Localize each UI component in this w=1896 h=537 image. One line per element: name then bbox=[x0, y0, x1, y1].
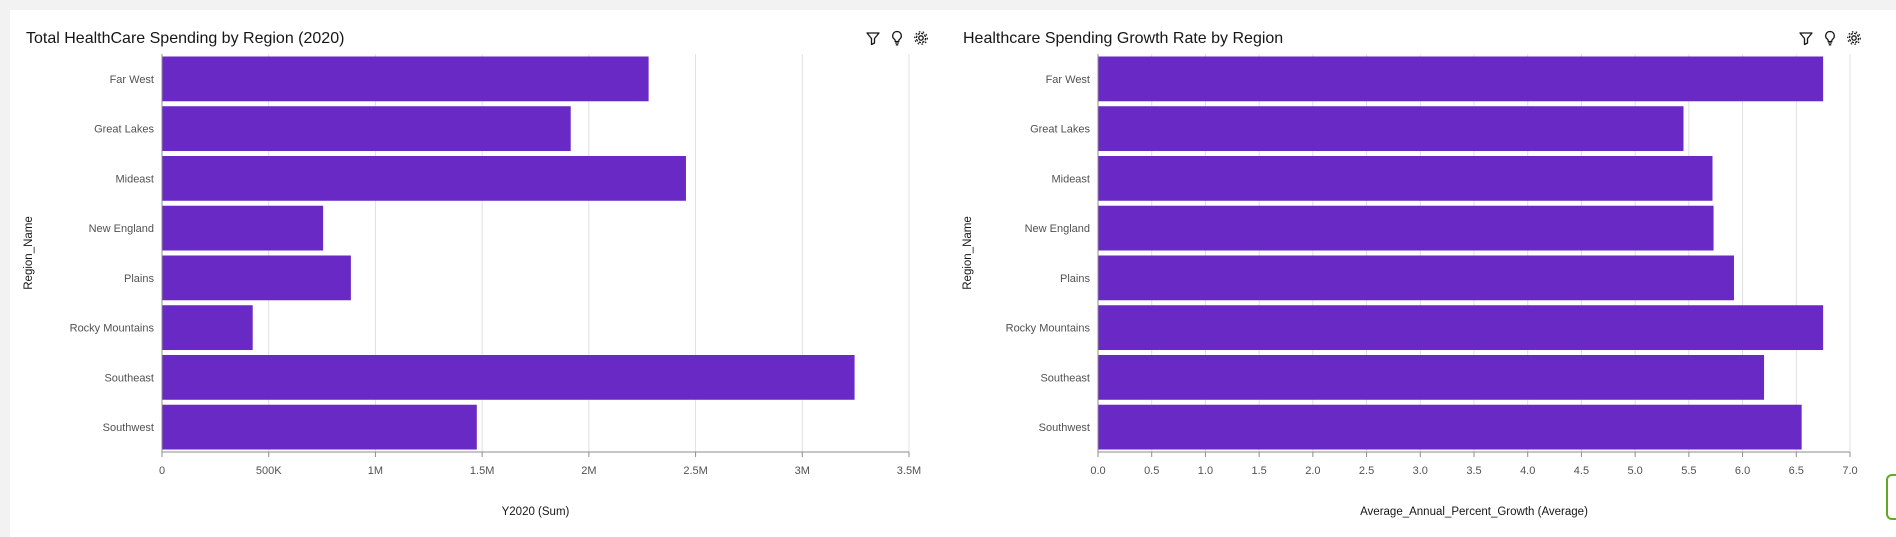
x-tick-label: 2M bbox=[581, 465, 596, 477]
bar[interactable] bbox=[162, 354, 855, 400]
category-label: Far West bbox=[1046, 74, 1090, 86]
bar[interactable] bbox=[1098, 56, 1824, 102]
x-tick-label: 2.5M bbox=[683, 465, 707, 477]
x-tick-label: 3.0 bbox=[1413, 465, 1428, 477]
filter-icon[interactable] bbox=[1798, 30, 1814, 46]
bar-chart: Far West Great Lakes Mideast New England Pla… bbox=[962, 54, 1858, 518]
settings-icon[interactable] bbox=[913, 30, 929, 46]
category-label: Plains bbox=[1060, 273, 1090, 285]
x-axis-title: Average_Annual_Percent_Growth (Average) bbox=[1360, 506, 1588, 518]
x-tick-label: 1M bbox=[368, 465, 383, 477]
x-tick-label: 500K bbox=[256, 465, 282, 477]
bar[interactable] bbox=[1098, 106, 1684, 152]
x-tick-label: 1.0 bbox=[1198, 465, 1213, 477]
x-tick-label: 0 bbox=[159, 465, 165, 477]
category-label: Mideast bbox=[115, 173, 154, 185]
chart-toolbar bbox=[865, 30, 929, 46]
category-label: Great Lakes bbox=[94, 124, 154, 136]
x-axis-title: Y2020 (Sum) bbox=[502, 506, 570, 518]
bar[interactable] bbox=[162, 56, 649, 102]
filter-icon[interactable] bbox=[865, 30, 881, 46]
bar[interactable] bbox=[162, 404, 477, 450]
chart-toolbar bbox=[1798, 30, 1862, 46]
bar[interactable] bbox=[162, 305, 253, 351]
y-axis-title: Region_Name bbox=[962, 216, 974, 290]
bar[interactable] bbox=[162, 106, 571, 152]
category-label: Southeast bbox=[104, 372, 154, 384]
x-tick-label: 3.5 bbox=[1466, 465, 1481, 477]
category-label: New England bbox=[1025, 223, 1090, 235]
chart-title: Total HealthCare Spending by Region (202… bbox=[26, 30, 345, 47]
chart-panel-growth: Healthcare Spending Growth Rate by Regio… bbox=[948, 10, 1896, 537]
category-label: Plains bbox=[124, 273, 154, 285]
x-tick-label: 7.0 bbox=[1842, 465, 1857, 477]
chart-panel-spending: Total HealthCare Spending by Region (202… bbox=[10, 10, 948, 537]
bar-chart: Far West Great Lakes Mideast New England Pla… bbox=[23, 54, 921, 518]
bar[interactable] bbox=[1098, 155, 1713, 201]
x-tick-label: 2.5 bbox=[1359, 465, 1374, 477]
x-tick-label: 3.5M bbox=[897, 465, 921, 477]
lightbulb-icon[interactable] bbox=[1822, 30, 1838, 46]
x-tick-label: 2.0 bbox=[1305, 465, 1320, 477]
bar[interactable] bbox=[1098, 305, 1824, 351]
y-axis-title: Region_Name bbox=[23, 216, 35, 290]
x-tick-label: 5.5 bbox=[1681, 465, 1696, 477]
bar[interactable] bbox=[162, 155, 686, 201]
category-label: Rocky Mountains bbox=[1006, 323, 1091, 335]
bar[interactable] bbox=[162, 205, 324, 251]
bar[interactable] bbox=[162, 255, 351, 301]
x-tick-label: 5.0 bbox=[1627, 465, 1642, 477]
x-tick-label: 6.5 bbox=[1789, 465, 1804, 477]
category-label: Southwest bbox=[103, 422, 154, 434]
x-tick-label: 1.5 bbox=[1251, 465, 1266, 477]
bar[interactable] bbox=[1098, 205, 1714, 251]
chart-title: Healthcare Spending Growth Rate by Regio… bbox=[963, 30, 1284, 47]
bar[interactable] bbox=[1098, 255, 1734, 301]
x-tick-label: 0.5 bbox=[1144, 465, 1159, 477]
lightbulb-icon[interactable] bbox=[889, 30, 905, 46]
category-label: Great Lakes bbox=[1030, 124, 1090, 136]
x-tick-label: 6.0 bbox=[1735, 465, 1750, 477]
category-label: Mideast bbox=[1051, 173, 1090, 185]
x-tick-label: 1.5M bbox=[470, 465, 494, 477]
category-label: Rocky Mountains bbox=[70, 323, 155, 335]
category-label: Far West bbox=[110, 74, 154, 86]
x-tick-label: 4.5 bbox=[1574, 465, 1589, 477]
category-label: Southeast bbox=[1040, 372, 1090, 384]
x-tick-label: 4.0 bbox=[1520, 465, 1535, 477]
bar[interactable] bbox=[1098, 354, 1765, 400]
x-tick-label: 3M bbox=[795, 465, 810, 477]
x-tick-label: 0.0 bbox=[1090, 465, 1105, 477]
settings-icon[interactable] bbox=[1846, 30, 1862, 46]
bar[interactable] bbox=[1098, 404, 1802, 450]
category-label: Southwest bbox=[1039, 422, 1090, 434]
side-widget-tab[interactable] bbox=[1886, 474, 1896, 520]
category-label: New England bbox=[89, 223, 154, 235]
